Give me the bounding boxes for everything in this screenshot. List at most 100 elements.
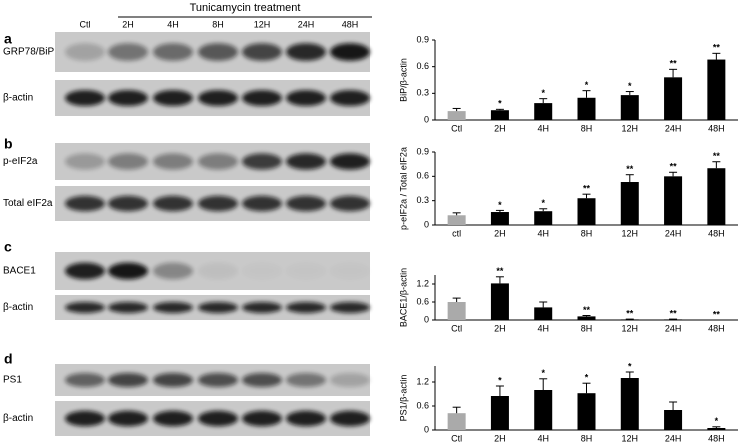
bar: [447, 413, 466, 430]
bar: [534, 103, 553, 120]
x-tick-label: 8H: [581, 123, 593, 133]
x-tick-label: 24H: [665, 433, 682, 443]
blot-band: [330, 43, 370, 61]
significance-label: **: [583, 305, 591, 315]
blot-row-label: BACE1: [3, 266, 36, 277]
y-tick-label: 1.2: [416, 278, 429, 288]
blot-band: [330, 410, 370, 427]
blot-band: [242, 43, 282, 61]
y-axis-label: BACE1/β-actin: [398, 268, 408, 327]
bar: [534, 390, 553, 430]
significance-label: **: [713, 151, 721, 161]
blot-band: [242, 153, 282, 170]
y-axis-label: PS1/β-actin: [398, 375, 408, 422]
blot-band: [242, 302, 282, 313]
blot-band: [108, 43, 148, 61]
x-tick-label: 8H: [581, 228, 593, 238]
bar: [447, 215, 466, 225]
blot-band: [153, 153, 193, 170]
bar: [577, 316, 596, 320]
x-tick-label: 48H: [708, 123, 725, 133]
significance-label: *: [628, 361, 632, 371]
significance-label: **: [583, 184, 591, 194]
y-tick-label: 0.6: [416, 296, 429, 306]
blot-band: [153, 302, 193, 313]
significance-label: **: [626, 164, 634, 174]
y-axis-label: p-eIF2a / Total eIF2a: [398, 147, 408, 230]
blot-band: [242, 263, 282, 280]
blot-row-label: GRP78/BiP: [3, 47, 54, 58]
lane-label: Ctl: [80, 19, 91, 29]
y-tick-label: 0.6: [416, 171, 429, 181]
blot-band: [242, 372, 282, 388]
y-tick-label: 0.9: [416, 34, 429, 44]
significance-label: *: [498, 375, 502, 385]
blot-band: [108, 262, 148, 280]
y-tick-label: 0: [424, 114, 429, 124]
significance-label: **: [713, 309, 721, 319]
panel-letter: a: [4, 31, 12, 47]
x-tick-label: 2H: [494, 323, 506, 333]
significance-label: **: [670, 59, 678, 69]
blot-band: [286, 372, 326, 388]
blot-band: [153, 372, 193, 388]
lane-label: 24H: [298, 19, 315, 29]
bar: [490, 396, 509, 430]
bar: [577, 198, 596, 225]
bar: [620, 182, 639, 225]
significance-label: **: [670, 308, 678, 318]
bar: [577, 393, 596, 430]
x-tick-label: 48H: [708, 323, 725, 333]
bar: [447, 302, 466, 320]
bar: [620, 378, 639, 430]
blot-band: [198, 372, 238, 388]
x-tick-label: 12H: [622, 433, 639, 443]
x-tick-label: 8H: [581, 323, 593, 333]
x-tick-label: 4H: [537, 433, 549, 443]
blot-row-label: PS1: [3, 375, 22, 386]
blot-band: [330, 302, 370, 313]
charts: BiP/β-actin 0 0.3 0.6 0.9 Ctl 2H * 4H * 8H * 12H * 24H…: [398, 34, 738, 443]
blot-band: [198, 43, 238, 61]
significance-label: *: [715, 416, 719, 426]
blot-row-label: Total eIF2a: [3, 198, 53, 209]
y-tick-label: 0.9: [416, 146, 429, 156]
blot-band: [153, 410, 193, 427]
blot-band: [153, 90, 193, 106]
bar: [664, 410, 683, 430]
bar: [707, 168, 726, 225]
blot-band: [198, 302, 238, 313]
bar: [490, 212, 509, 225]
blot-band: [65, 195, 105, 212]
blot-band: [198, 410, 238, 427]
bar: [664, 319, 683, 320]
x-tick-label: Ctl: [451, 123, 462, 133]
blot-band: [198, 90, 238, 106]
bar: [490, 110, 509, 120]
bar: [534, 211, 553, 225]
significance-label: **: [496, 266, 504, 276]
lane-label: 48H: [342, 19, 359, 29]
bar: [577, 97, 596, 120]
blot-band: [286, 410, 326, 427]
x-tick-label: 12H: [622, 123, 639, 133]
bar: [490, 283, 509, 320]
blot-band: [286, 90, 326, 106]
bar: [664, 176, 683, 225]
blot-band: [198, 262, 238, 280]
blot-band: [330, 90, 370, 106]
x-tick-label: Ctl: [451, 323, 462, 333]
bar: [534, 307, 553, 320]
y-tick-label: 0.6: [416, 61, 429, 71]
lane-label: 8H: [212, 19, 224, 29]
blot-row-label: β-actin: [3, 413, 33, 424]
blot-band: [198, 153, 238, 170]
blot-band: [108, 153, 148, 170]
blot-band: [65, 90, 105, 106]
significance-label: *: [498, 99, 502, 109]
panel-letter: c: [4, 239, 12, 255]
significance-label: *: [541, 368, 545, 378]
y-tick-label: 0.3: [416, 195, 429, 205]
